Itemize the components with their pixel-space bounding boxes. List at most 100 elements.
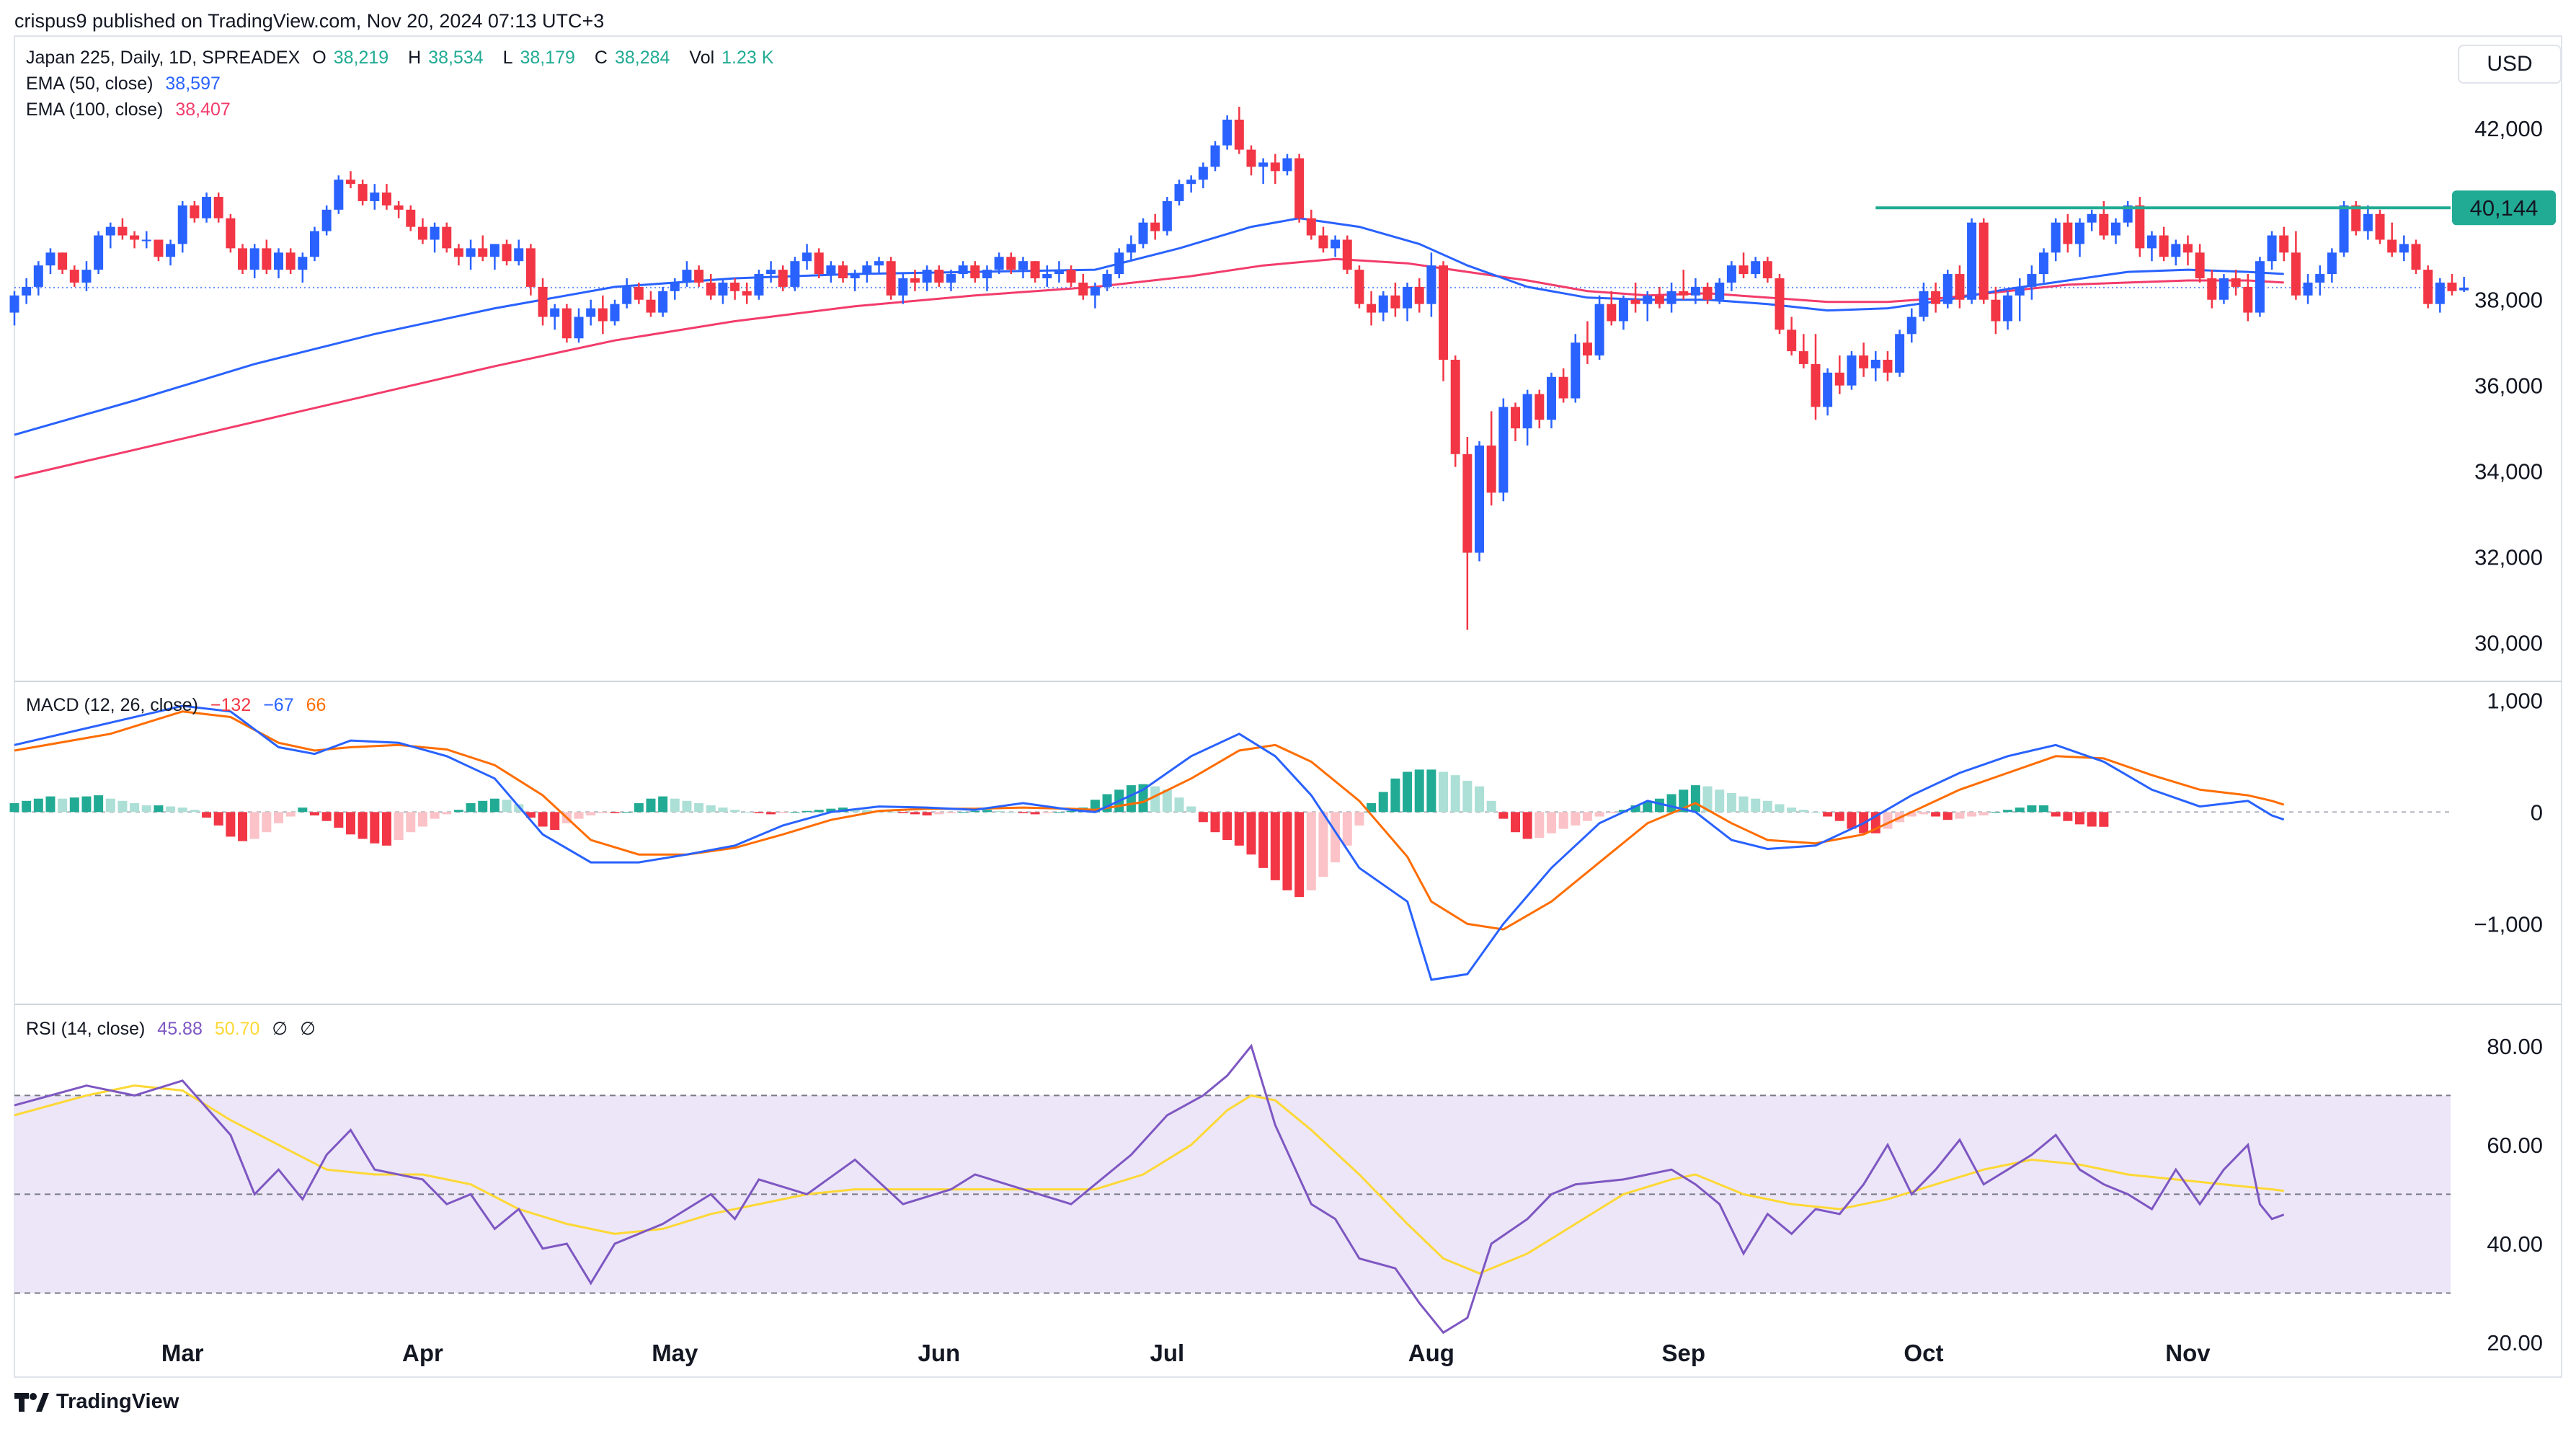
candle-down xyxy=(1883,351,1893,381)
candle-body xyxy=(525,248,536,287)
candle-up xyxy=(1522,389,1532,446)
candle-down xyxy=(910,270,920,291)
macd-histogram-bar xyxy=(141,805,151,813)
macd-histogram-bar xyxy=(1006,812,1016,813)
ema50-line xyxy=(14,217,2284,436)
candle-body xyxy=(862,265,872,275)
candle-body xyxy=(1607,304,1617,322)
candle-body xyxy=(345,180,355,185)
macd-histogram-bar xyxy=(1174,797,1184,813)
candle-up xyxy=(166,239,176,266)
candle-down xyxy=(190,200,200,223)
macd-histogram-bar xyxy=(1403,771,1413,813)
candle-body xyxy=(417,226,427,240)
candle-body xyxy=(694,270,704,283)
candle-down xyxy=(1955,265,1965,309)
macd-histogram-bar xyxy=(1367,802,1377,813)
macd-line-value: −67 xyxy=(263,695,294,715)
macd-histogram-bar xyxy=(298,808,308,813)
candle-body xyxy=(69,270,79,283)
candle-down xyxy=(1931,282,1941,313)
candle-up xyxy=(2123,200,2133,227)
macd-histogram-bar xyxy=(154,805,164,813)
candle-down xyxy=(1006,252,1016,275)
candle-up xyxy=(2015,278,2025,322)
macd-histogram-bar xyxy=(622,812,632,813)
candle-up xyxy=(2051,218,2061,262)
candle-down xyxy=(2411,239,2421,275)
candle-up xyxy=(670,278,680,300)
ema100-legend[interactable]: EMA (100, close) 38,407 xyxy=(26,99,238,120)
candle-body xyxy=(1102,274,1112,287)
ema50-legend[interactable]: EMA (50, close) 38,597 xyxy=(26,74,228,94)
candle-down xyxy=(2159,226,2169,262)
candle-body xyxy=(58,252,68,270)
candle-down xyxy=(1607,291,1617,326)
candle-body xyxy=(2003,295,2013,322)
candle-body xyxy=(213,197,223,218)
macd-legend[interactable]: MACD (12, 26, close) −132 −67 66 xyxy=(26,695,333,716)
rsi-legend[interactable]: RSI (14, close) 45.88 50.70 ∅ ∅ xyxy=(26,1018,323,1040)
candle-down xyxy=(58,252,68,275)
macd-histogram-bar xyxy=(718,808,728,813)
macd-signal-line xyxy=(14,710,2285,931)
candle-body xyxy=(22,286,32,296)
candle-down xyxy=(381,184,391,210)
macd-histogram-bar xyxy=(1498,812,1509,819)
ohlc-close: C 38,284 xyxy=(594,48,670,68)
macd-histogram-bar xyxy=(394,812,404,841)
macd-histogram-bar xyxy=(1282,812,1292,890)
candle-up xyxy=(922,265,932,291)
candle-body xyxy=(262,248,272,270)
candle-down xyxy=(538,278,548,326)
candle-down xyxy=(1654,286,1664,309)
macd-histogram-bar xyxy=(2003,810,2013,813)
candle-up xyxy=(2315,265,2325,296)
macd-histogram-bar xyxy=(826,808,836,813)
currency-button[interactable]: USD xyxy=(2458,45,2562,84)
tradingview-logo[interactable]: TradingView xyxy=(14,1390,179,1414)
candle-body xyxy=(958,265,968,275)
candle-body xyxy=(1738,265,1749,275)
macd-histogram-bar xyxy=(1535,812,1545,838)
candle-body xyxy=(9,295,19,313)
candle-body xyxy=(561,308,572,339)
candle-body xyxy=(598,308,608,322)
x-axis-label: Jun xyxy=(918,1340,960,1366)
candle-body xyxy=(514,248,524,262)
candle-up xyxy=(790,257,800,291)
candle-body xyxy=(33,265,43,287)
candle-body xyxy=(2459,287,2469,291)
candle-body xyxy=(922,270,932,283)
macd-histogram-bar xyxy=(922,812,932,815)
macd-histogram-bar xyxy=(417,812,427,827)
candle-body xyxy=(285,252,296,270)
candle-down xyxy=(1511,402,1520,441)
candle-up xyxy=(1018,257,1028,278)
candle-up xyxy=(1378,291,1388,322)
macd-histogram-bar xyxy=(1162,789,1172,813)
candle-body xyxy=(2339,205,2349,253)
candle-body xyxy=(1630,299,1640,304)
candle-down xyxy=(1414,278,1424,313)
candle-up xyxy=(1847,351,1857,390)
candle-body xyxy=(1414,286,1424,304)
candle-up xyxy=(622,278,632,309)
candle-body xyxy=(1030,261,1040,278)
candle-up xyxy=(2339,200,2349,257)
candle-body xyxy=(718,282,728,296)
candle-body xyxy=(658,291,668,313)
candle-up xyxy=(1870,351,1880,381)
candle-body xyxy=(838,265,848,278)
candle-up xyxy=(1186,175,1196,193)
macd-histogram-bar xyxy=(2039,805,2049,813)
candle-up xyxy=(105,222,115,249)
macd-histogram-bar xyxy=(982,810,992,813)
rsi-ma-value: 50.70 xyxy=(214,1019,260,1039)
rsi-tick-label: 60.00 xyxy=(2487,1133,2543,1158)
macd-histogram-bar xyxy=(2051,812,2061,817)
macd-histogram-bar xyxy=(886,812,896,813)
macd-histogram-bar xyxy=(58,798,68,813)
candle-up xyxy=(1282,154,1292,176)
